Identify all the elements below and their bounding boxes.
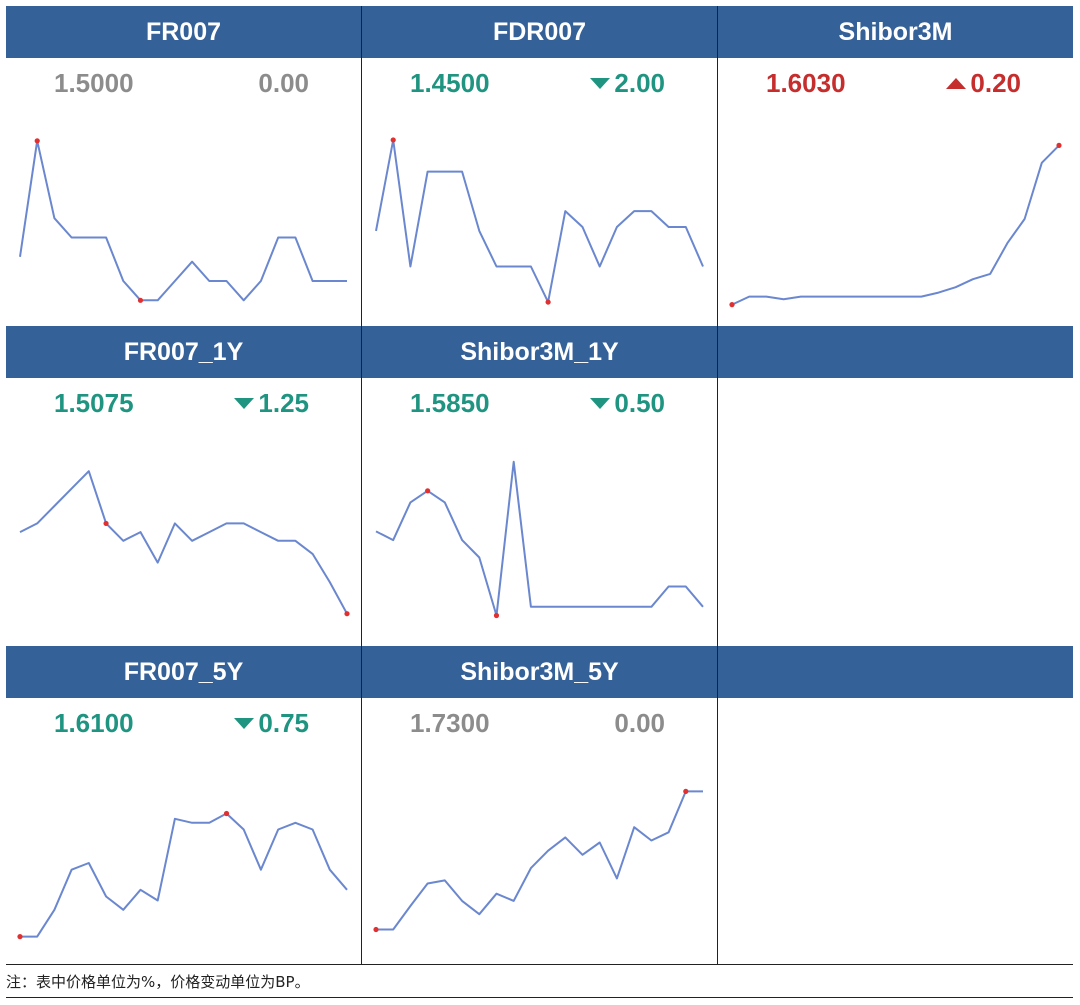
panel-change: 2.00 — [590, 68, 665, 99]
panel-value: 1.5000 — [54, 68, 134, 98]
footer-bottom-rule — [6, 997, 1073, 998]
panel-value: 1.5850 — [410, 388, 490, 418]
grid-row-2: FR007_1Y 1.5075 1.25 Shibor3M_1Y 1.5850 … — [6, 326, 1073, 646]
panel-change-text: 0.75 — [258, 708, 309, 738]
series-line — [731, 144, 1060, 306]
panel-value: 1.5075 — [54, 388, 134, 418]
panel-change-text: 0.50 — [614, 388, 665, 418]
panel-title: Shibor3M_5Y — [362, 646, 717, 698]
panel-title — [718, 326, 1073, 378]
panel-title: FR007_5Y — [6, 646, 361, 698]
panel-fr007-5y: FR007_5Y 1.6100 0.75 — [6, 646, 361, 966]
panel-title: FDR007 — [362, 6, 717, 58]
sparkline-grid: FR007 1.5000 0.00 FDR007 1.4500 2.00 Shi… — [6, 6, 1073, 966]
panel-shibor3m: Shibor3M 1.6030 0.20 — [718, 6, 1073, 326]
footer-divider — [6, 964, 1073, 965]
panel-shibor3m-5y: Shibor3M_5Y 1.7300 0.00 — [362, 646, 717, 966]
panel-values: 1.5850 0.50 — [362, 378, 717, 430]
footnote: 注：表中价格单位为%，价格变动单位为BP。 — [6, 973, 310, 991]
sparkline-chart — [19, 138, 347, 303]
panel-value: 1.7300 — [410, 708, 490, 738]
panel-title: FR007 — [6, 6, 361, 58]
extreme-point-marker — [545, 299, 551, 305]
panel-change: 0.00 — [614, 708, 665, 739]
extreme-point-marker — [17, 934, 23, 940]
extreme-point-marker — [683, 788, 689, 794]
extreme-point-marker — [390, 137, 396, 143]
panel-fr007: FR007 1.5000 0.00 — [6, 6, 361, 326]
series-line — [376, 790, 703, 931]
change-arrow-icon — [946, 78, 967, 89]
extreme-point-marker — [1056, 142, 1062, 148]
panel-value: 1.6100 — [54, 708, 134, 738]
panel-change-text: 0.00 — [258, 68, 309, 98]
panel-values: 1.4500 2.00 — [362, 58, 717, 110]
change-arrow-icon — [590, 398, 611, 409]
panel-change-text: 1.25 — [258, 388, 309, 418]
panel-empty — [718, 646, 1073, 966]
sparkline-chart — [729, 142, 1062, 308]
extreme-point-marker — [103, 520, 109, 527]
panel-value: 1.4500 — [410, 68, 490, 98]
panel-values: 1.7300 0.00 — [362, 698, 717, 750]
extreme-point-marker — [344, 611, 350, 617]
panel-change: 0.00 — [258, 68, 309, 99]
extreme-point-marker — [34, 138, 40, 144]
panel-values: 1.5075 1.25 — [6, 378, 361, 430]
change-arrow-icon — [234, 398, 255, 409]
sparkline-chart — [17, 810, 348, 940]
extreme-point-marker — [493, 612, 500, 619]
panel-value: 1.6030 — [766, 68, 846, 98]
panel-values: 1.5000 0.00 — [6, 58, 361, 110]
change-arrow-icon — [234, 718, 255, 729]
extreme-point-marker — [729, 302, 735, 308]
column-divider — [717, 6, 718, 964]
series-line — [20, 812, 348, 938]
sparkline-chart — [375, 137, 704, 305]
panel-shibor3m-1y: Shibor3M_1Y 1.5850 0.50 — [362, 326, 717, 646]
sparkline-chart — [375, 460, 704, 619]
column-divider — [361, 6, 362, 964]
panel-fr007-1y: FR007_1Y 1.5075 1.25 — [6, 326, 361, 646]
panel-change: 1.25 — [234, 388, 309, 419]
grid-row-3: FR007_5Y 1.6100 0.75 Shibor3M_5Y 1.7300 … — [6, 646, 1073, 966]
extreme-point-marker — [223, 810, 230, 817]
sparkline-chart — [19, 470, 350, 617]
panel-fdr007: FDR007 1.4500 2.00 — [362, 6, 717, 326]
panel-values: 1.6100 0.75 — [6, 698, 361, 750]
panel-title: FR007_1Y — [6, 326, 361, 378]
panel-change-text: 2.00 — [614, 68, 665, 98]
sparkline-chart — [373, 788, 703, 933]
extreme-point-marker — [425, 488, 431, 494]
panel-change: 0.20 — [946, 68, 1021, 99]
series-line — [375, 139, 704, 304]
series-line — [19, 470, 348, 615]
panel-change: 0.50 — [590, 388, 665, 419]
change-arrow-icon — [590, 78, 611, 89]
extreme-point-marker — [137, 297, 144, 303]
panel-change: 0.75 — [234, 708, 309, 739]
series-line — [375, 460, 704, 617]
series-line — [19, 139, 347, 302]
panel-title: Shibor3M_1Y — [362, 326, 717, 378]
grid-row-1: FR007 1.5000 0.00 FDR007 1.4500 2.00 Shi… — [6, 6, 1073, 326]
panel-title — [718, 646, 1073, 698]
extreme-point-marker — [373, 926, 379, 933]
panel-change-text: 0.00 — [614, 708, 665, 738]
panel-values: 1.6030 0.20 — [718, 58, 1073, 110]
panel-empty — [718, 326, 1073, 646]
panel-change-text: 0.20 — [970, 68, 1021, 98]
panel-title: Shibor3M — [718, 6, 1073, 58]
